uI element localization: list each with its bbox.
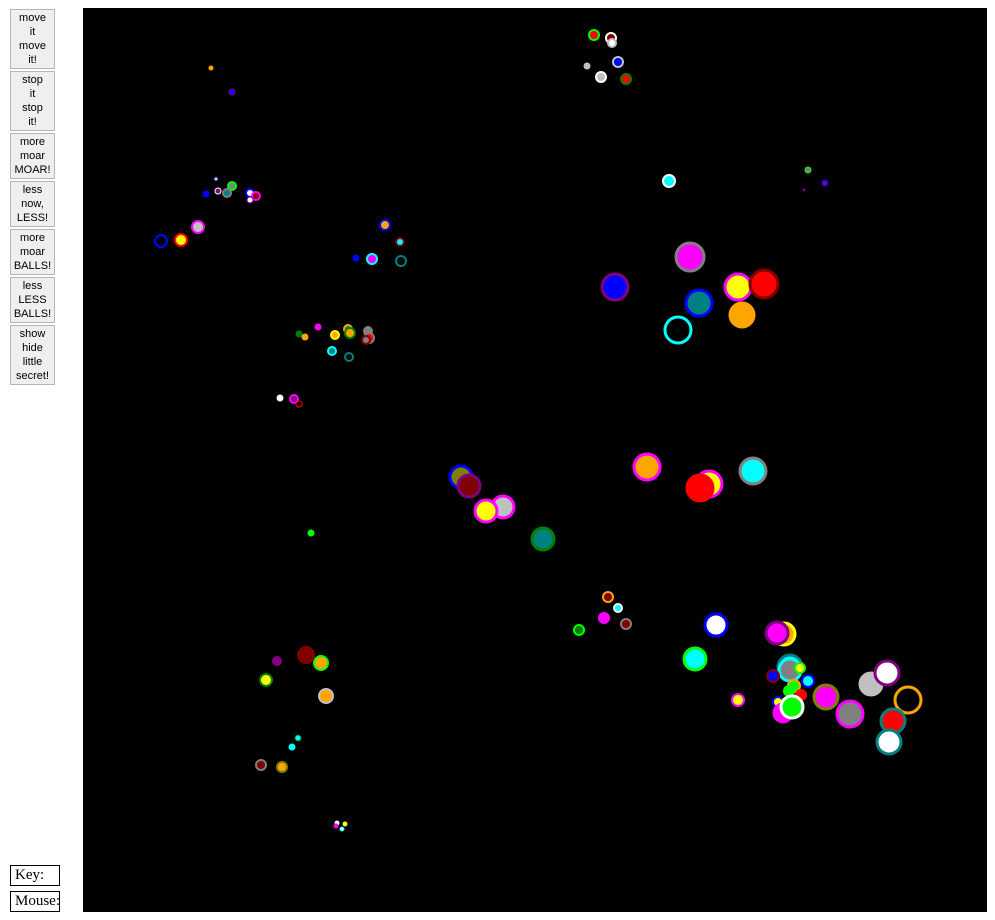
ball — [685, 473, 715, 503]
ball — [703, 612, 729, 638]
ball — [812, 683, 840, 711]
ball — [251, 191, 261, 201]
ball — [246, 196, 254, 204]
ball — [783, 685, 795, 697]
more-speed-button[interactable]: more moar MOAR! — [10, 133, 55, 179]
ball — [595, 71, 607, 83]
ball — [272, 656, 282, 666]
ball — [530, 526, 556, 552]
balls-layer — [154, 29, 923, 832]
ball — [352, 254, 360, 262]
ball — [344, 352, 354, 362]
less-speed-button[interactable]: less now, LESS! — [10, 181, 55, 227]
ball — [342, 821, 348, 827]
mouse-readout: Mouse: — [10, 891, 60, 912]
ball — [288, 743, 296, 751]
ball — [893, 685, 923, 715]
ball — [314, 323, 322, 331]
ball — [339, 826, 345, 832]
ball — [214, 187, 222, 195]
ball — [731, 693, 745, 707]
ball — [294, 734, 302, 742]
ball — [632, 452, 662, 482]
ball — [208, 65, 214, 71]
ball — [318, 688, 334, 704]
ball — [684, 288, 714, 318]
ball — [682, 646, 708, 672]
ball — [602, 591, 614, 603]
ball — [333, 823, 339, 829]
ball — [766, 669, 780, 683]
less-balls-button[interactable]: less LESS BALLS! — [10, 277, 55, 323]
ball — [202, 190, 210, 198]
ball — [804, 166, 812, 174]
ball — [327, 346, 337, 356]
ball — [259, 673, 273, 687]
ball — [835, 699, 865, 729]
ball — [801, 674, 815, 688]
ball — [875, 728, 903, 756]
ball — [297, 646, 315, 664]
control-panel: move it move it! stop it stop it! more m… — [10, 9, 55, 385]
ball-canvas[interactable] — [83, 8, 987, 912]
ball — [607, 38, 617, 48]
ball — [779, 694, 805, 720]
more-balls-button[interactable]: more moar BALLS! — [10, 229, 55, 275]
ball — [873, 659, 901, 687]
ball — [228, 88, 236, 96]
ball — [613, 603, 623, 613]
move-it-button[interactable]: move it move it! — [10, 9, 55, 69]
ball — [295, 330, 303, 338]
ball — [174, 233, 188, 247]
ball — [821, 179, 829, 187]
key-readout: Key: — [10, 865, 60, 886]
ball — [289, 394, 299, 404]
ball — [662, 174, 676, 188]
ball — [307, 529, 315, 537]
ball — [395, 237, 405, 247]
show-hide-secret-button[interactable]: show hide little secret! — [10, 325, 55, 385]
ball — [620, 73, 632, 85]
ball — [748, 268, 780, 300]
ball — [794, 662, 806, 674]
ball — [301, 333, 309, 341]
ball — [583, 62, 591, 70]
ball — [361, 335, 371, 345]
ball — [313, 655, 329, 671]
stop-it-button[interactable]: stop it stop it! — [10, 71, 55, 131]
ball — [255, 759, 267, 771]
ball — [728, 301, 756, 329]
ball — [802, 188, 806, 192]
ball — [222, 188, 232, 198]
ball — [598, 612, 610, 624]
ball — [738, 456, 768, 486]
ball — [154, 234, 168, 248]
ball — [588, 29, 600, 41]
ball — [663, 315, 693, 345]
ball — [612, 56, 624, 68]
ball — [573, 624, 585, 636]
ball — [473, 498, 499, 524]
ball — [366, 253, 378, 265]
ball — [227, 181, 237, 191]
ball — [620, 618, 632, 630]
ball — [456, 473, 482, 499]
ball — [764, 620, 790, 646]
ball — [213, 176, 219, 182]
ball — [330, 330, 340, 340]
ball — [295, 400, 303, 408]
ball — [395, 255, 407, 267]
ball — [191, 220, 205, 234]
ball — [344, 327, 356, 339]
ball — [379, 219, 391, 231]
ball — [276, 761, 288, 773]
ball — [674, 241, 706, 273]
ball — [276, 394, 284, 402]
ball — [600, 272, 630, 302]
ball — [723, 272, 753, 302]
